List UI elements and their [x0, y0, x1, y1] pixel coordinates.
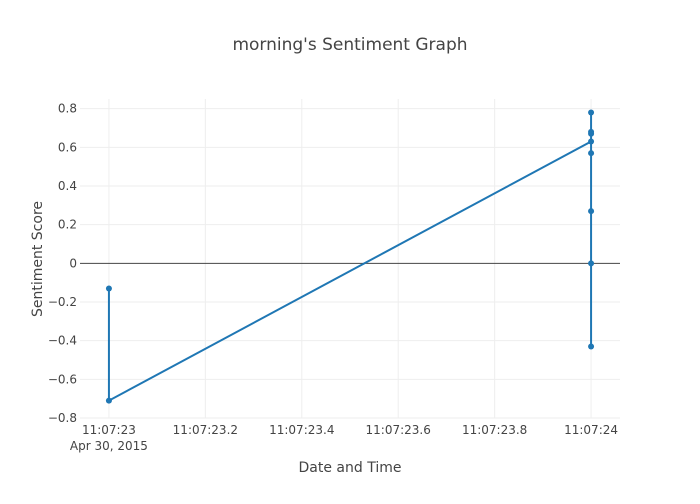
y-tick-label: 0	[69, 256, 77, 270]
y-tick-label: 0.4	[58, 179, 77, 193]
y-axis-title: Sentiment Score	[30, 201, 46, 317]
y-tick-label: 0.2	[58, 218, 77, 232]
data-point	[105, 397, 112, 404]
y-tick-label: 0.8	[58, 102, 77, 116]
y-tick-label: −0.6	[48, 372, 77, 386]
x-tick-label: 11:07:23	[82, 423, 136, 437]
x-tick-label: 11:07:23.4	[269, 423, 334, 437]
y-tick-label: −0.2	[48, 295, 77, 309]
x-tick-label: 11:07:23.8	[462, 423, 527, 437]
x-tick-sublabel: Apr 30, 2015	[70, 439, 148, 453]
series-markers	[105, 109, 595, 404]
y-tick-label: −0.8	[48, 411, 77, 425]
x-tick-label: 11:07:24	[564, 423, 618, 437]
data-point	[588, 260, 595, 267]
grid-layer	[80, 99, 620, 419]
data-point	[588, 130, 595, 137]
data-point	[588, 150, 595, 157]
data-point	[588, 138, 595, 145]
x-tick-label: 11:07:23.2	[173, 423, 238, 437]
tick-labels: 11:07:23 Apr 30, 2015 11:07:23.2 11:07:23.4…	[48, 102, 618, 453]
data-point	[588, 208, 595, 215]
data-point	[588, 109, 595, 116]
data-point	[588, 343, 595, 350]
x-axis-title: Date and Time	[299, 460, 402, 476]
x-tick-label: 11:07:23.6	[366, 423, 431, 437]
y-tick-label: −0.4	[48, 334, 77, 348]
chart-title: morning's Sentiment Graph	[232, 35, 467, 55]
y-tick-label: 0.6	[58, 140, 77, 154]
data-point	[105, 285, 112, 292]
